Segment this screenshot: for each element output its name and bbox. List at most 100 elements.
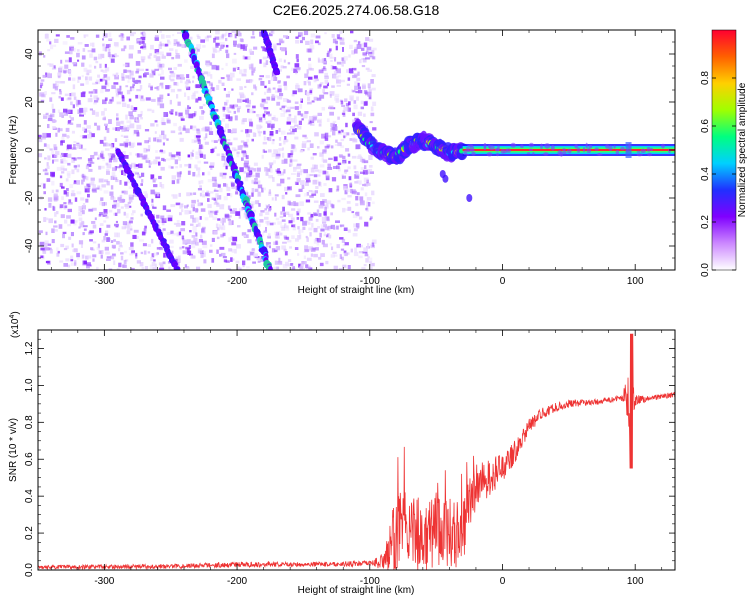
spectrogram-noise-cell xyxy=(321,133,327,139)
spectrogram-noise-cell xyxy=(287,263,293,267)
spectrogram-noise-cell xyxy=(354,171,357,175)
spectrogram-noise-cell xyxy=(39,85,43,89)
spectrogram-noise-cell xyxy=(359,43,364,47)
spectrogram-noise-cell xyxy=(339,42,345,45)
spectrogram-noise-cell xyxy=(302,141,307,144)
spectrogram-noise-cell xyxy=(86,125,91,129)
spectrogram-noise-cell xyxy=(59,204,64,209)
spectrogram-noise-cell xyxy=(114,53,117,56)
spectrogram-noise-cell xyxy=(139,239,144,242)
spectrogram-noise-cell xyxy=(264,91,267,95)
spectrogram-noise-cell xyxy=(191,125,197,128)
spectrogram-noise-cell xyxy=(59,66,64,72)
spectrogram-y-tick-label: 0 xyxy=(24,147,35,153)
spectrogram-noise-cell xyxy=(148,162,152,165)
spectrogram-noise-cell xyxy=(159,63,165,68)
spectrogram-noise-cell xyxy=(171,250,174,254)
carrier-halo-cell xyxy=(636,153,643,157)
spectrogram-noise-cell xyxy=(323,183,327,186)
spectrogram-noise-cell xyxy=(47,49,51,52)
carrier-halo-cell xyxy=(469,145,475,152)
spectrogram-noise-cell xyxy=(236,108,240,113)
spectrogram-noise-cell xyxy=(276,266,280,270)
spectrogram-noise-cell xyxy=(330,224,335,230)
spectrogram-noise-cell xyxy=(232,128,237,133)
spectrogram-noise-cell xyxy=(237,43,241,48)
spectrogram-noise-cell xyxy=(113,203,117,207)
spectrogram-noise-cell xyxy=(313,116,317,121)
spectrogram-noise-cell xyxy=(59,182,63,188)
spectrogram-noise-cell xyxy=(225,37,228,42)
spectrogram-noise-cell xyxy=(324,226,329,231)
spectrogram-noise-cell xyxy=(322,149,327,154)
spectrogram-noise-cell xyxy=(184,43,187,48)
spectrogram-noise-cell xyxy=(265,172,269,176)
spectrogram-noise-cell xyxy=(222,129,226,133)
spectrogram-noise-cell xyxy=(278,148,283,151)
spectrogram-noise-cell xyxy=(290,131,295,135)
spectrogram-noise-cell xyxy=(301,229,304,233)
spectrogram-noise-cell xyxy=(218,138,221,142)
spectrogram-noise-cell xyxy=(357,41,361,45)
spectrogram-noise-cell xyxy=(323,135,328,139)
spectrogram-noise-cell xyxy=(162,134,167,140)
spectrogram-noise-cell xyxy=(45,112,49,115)
spectrogram-noise-cell xyxy=(343,185,347,191)
spectrogram-noise-cell xyxy=(282,66,287,69)
spectrogram-noise-cell xyxy=(94,122,97,126)
carrier-halo-cell xyxy=(544,143,551,149)
spectrogram-noise-cell xyxy=(83,225,88,228)
spectrogram-noise-cell xyxy=(61,186,65,189)
spectrogram-noise-cell xyxy=(91,133,95,138)
descending-streak-lower-cell xyxy=(175,266,180,270)
spectrogram-noise-cell xyxy=(61,196,64,200)
spectrogram-noise-cell xyxy=(305,264,309,268)
snr-multiplier-close: ) xyxy=(10,311,21,314)
spectrogram-noise-cell xyxy=(166,232,172,235)
spectrogram-noise-cell xyxy=(371,201,375,205)
spectrogram-noise-cell xyxy=(333,156,338,162)
spectrogram-noise-cell xyxy=(300,180,305,185)
spectrogram-noise-cell xyxy=(358,154,362,157)
spectrogram-noise-cell xyxy=(252,31,255,36)
spectrogram-noise-cell xyxy=(370,262,375,267)
spectrogram-noise-cell xyxy=(253,253,258,258)
spectrogram-noise-cell xyxy=(352,137,356,141)
spectrogram-noise-cell xyxy=(133,229,139,233)
spectrogram-noise-cell xyxy=(358,255,363,259)
spectrogram-noise-cell xyxy=(354,46,359,50)
spectrogram-noise-cell xyxy=(310,33,315,38)
spectrogram-noise-cell xyxy=(283,98,288,102)
spectrogram-noise-cell xyxy=(88,208,94,212)
spectrogram-noise-cell xyxy=(82,177,85,182)
spectrogram-noise-cell xyxy=(317,42,321,46)
spectrogram-noise-cell xyxy=(100,254,103,259)
spectrogram-noise-cell xyxy=(225,114,230,119)
spectrogram-noise-cell xyxy=(287,239,292,243)
spectrogram-noise-cell xyxy=(340,248,345,251)
spectrogram-noise-cell xyxy=(313,227,318,233)
spectrogram-noise-cell xyxy=(192,126,197,131)
spectrogram-noise-cell xyxy=(323,232,327,237)
spectrogram-noise-cell xyxy=(311,190,316,195)
spectrogram-noise-cell xyxy=(224,160,228,166)
spectrogram-noise-cell xyxy=(288,113,292,117)
spectrogram-noise-cell xyxy=(140,98,145,102)
spectrogram-noise-cell xyxy=(105,162,109,166)
spectrogram-noise-cell xyxy=(371,239,377,244)
spectrogram-noise-cell xyxy=(212,48,217,53)
spectrogram-noise-cell xyxy=(244,85,247,88)
spectrogram-noise-cell xyxy=(97,56,102,60)
spectrogram-noise-cell xyxy=(111,172,116,177)
spectrogram-noise-cell xyxy=(335,189,339,192)
spectrogram-noise-cell xyxy=(266,244,269,247)
spectrogram-noise-cell xyxy=(284,227,290,231)
spectrogram-noise-cell xyxy=(195,98,199,103)
spectrogram-noise-cell xyxy=(317,174,321,177)
spectrogram-noise-cell xyxy=(279,107,282,110)
spectrogram-noise-cell xyxy=(114,75,119,80)
spectrogram-noise-cell xyxy=(271,76,275,81)
spectrogram-noise-cell xyxy=(197,202,202,207)
spectrogram-noise-cell xyxy=(73,180,77,184)
spectrogram-noise-cell xyxy=(82,232,85,235)
